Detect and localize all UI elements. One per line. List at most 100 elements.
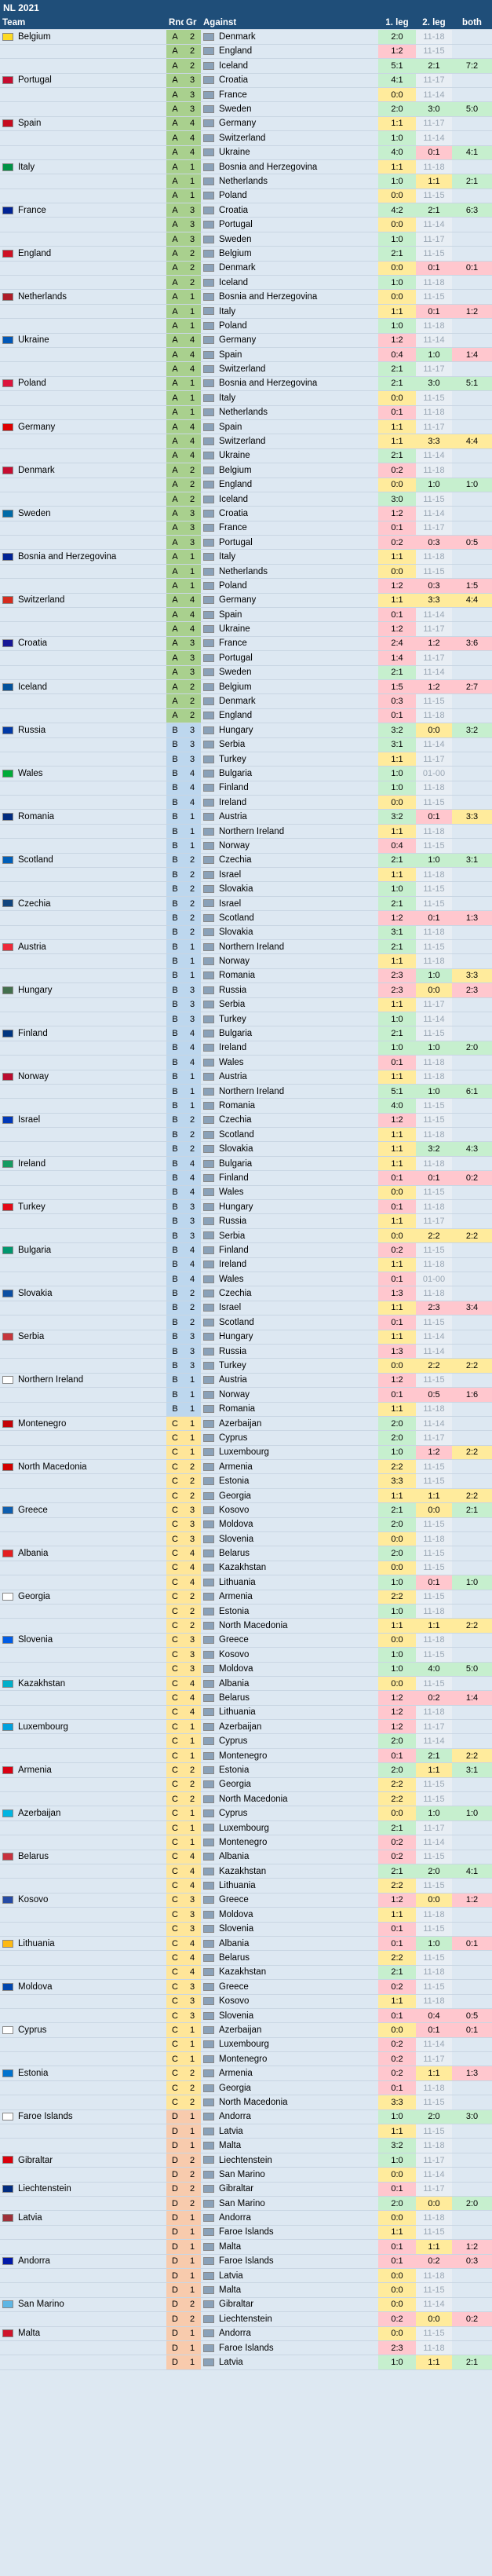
cell-both[interactable]: 3:3	[452, 809, 492, 825]
cell-l2[interactable]: 1:2	[416, 636, 452, 652]
cell-ag[interactable]: Netherlands	[201, 405, 378, 420]
cell-gr[interactable]: 1	[184, 2340, 201, 2356]
cell-ag[interactable]: Moldova	[201, 1662, 378, 1677]
cell-gr[interactable]: 1	[184, 2109, 201, 2125]
cell-team[interactable]	[0, 434, 166, 449]
cell-team[interactable]: Ireland	[0, 1155, 166, 1172]
cell-gr[interactable]: 4	[184, 607, 201, 623]
cell-rnd[interactable]: D	[166, 2109, 184, 2125]
cell-l2[interactable]: 11-15	[416, 693, 452, 709]
cell-rnd[interactable]: A	[166, 361, 184, 377]
cell-rnd[interactable]: C	[166, 1922, 184, 1937]
cell-l2[interactable]: 1:1	[416, 1762, 452, 1778]
cell-l2[interactable]: 11-17	[416, 116, 452, 132]
cell-l1[interactable]: 0:1	[378, 2008, 416, 2024]
cell-l1[interactable]: 1:2	[378, 1893, 416, 1908]
cell-rnd[interactable]: A	[166, 693, 184, 709]
cell-team[interactable]	[0, 1835, 166, 1850]
cell-ag[interactable]: Norway	[201, 1387, 378, 1403]
cell-l2[interactable]: 11-18	[416, 1633, 452, 1648]
cell-both[interactable]: 2:1	[452, 2355, 492, 2370]
cell-both[interactable]	[452, 1950, 492, 1966]
cell-ag[interactable]: Belarus	[201, 1690, 378, 1706]
cell-ag[interactable]: Sweden	[201, 665, 378, 680]
cell-both[interactable]: 2:7	[452, 679, 492, 695]
cell-both[interactable]	[452, 275, 492, 291]
cell-gr[interactable]: 3	[184, 1344, 201, 1359]
cell-rnd[interactable]: B	[166, 723, 184, 738]
cell-ag[interactable]: Denmark	[201, 29, 378, 45]
cell-gr[interactable]: 2	[184, 2182, 201, 2197]
cell-l1[interactable]: 3:1	[378, 925, 416, 941]
cell-ag[interactable]: Scotland	[201, 1315, 378, 1330]
cell-gr[interactable]: 4	[184, 593, 201, 609]
cell-ag[interactable]: Ireland	[201, 1257, 378, 1272]
cell-gr[interactable]: 3	[184, 1979, 201, 1995]
cell-both[interactable]	[452, 1070, 492, 1085]
cell-l1[interactable]: 1:2	[378, 1373, 416, 1389]
cell-l1[interactable]: 0:0	[378, 1185, 416, 1201]
cell-both[interactable]	[452, 795, 492, 810]
cell-ag[interactable]: Lithuania	[201, 1705, 378, 1721]
cell-ag[interactable]: Gibraltar	[201, 2297, 378, 2313]
cell-ag[interactable]: North Macedonia	[201, 1791, 378, 1807]
cell-both[interactable]	[452, 1835, 492, 1850]
cell-gr[interactable]: 1	[184, 405, 201, 420]
cell-both[interactable]	[452, 2340, 492, 2356]
cell-l1[interactable]: 1:2	[378, 578, 416, 594]
cell-both[interactable]	[452, 2326, 492, 2341]
cell-l2[interactable]: 1:1	[416, 174, 452, 189]
cell-ag[interactable]: Austria	[201, 1070, 378, 1085]
cell-rnd[interactable]: C	[166, 1791, 184, 1807]
cell-l2[interactable]: 3:2	[416, 1141, 452, 1157]
cell-rnd[interactable]: B	[166, 968, 184, 984]
cell-team[interactable]	[0, 1705, 166, 1721]
cell-ag[interactable]: Switzerland	[201, 434, 378, 449]
cell-gr[interactable]: 2	[184, 1286, 201, 1301]
cell-gr[interactable]: 2	[184, 2080, 201, 2096]
cell-l2[interactable]: 11-17	[416, 1430, 452, 1446]
cell-ag[interactable]: Serbia	[201, 1228, 378, 1244]
header-rnd[interactable]: Rnd	[166, 16, 184, 31]
cell-rnd[interactable]: B	[166, 925, 184, 941]
cell-team[interactable]	[0, 752, 166, 767]
cell-team[interactable]	[0, 1185, 166, 1201]
cell-l2[interactable]: 11-17	[416, 1820, 452, 1836]
cell-team[interactable]	[0, 1127, 166, 1143]
cell-l1[interactable]: 1:0	[378, 2355, 416, 2370]
cell-gr[interactable]: 1	[184, 2326, 201, 2341]
cell-l2[interactable]: 11-14	[416, 1835, 452, 1850]
cell-l1[interactable]: 0:1	[378, 2182, 416, 2197]
cell-both[interactable]	[452, 953, 492, 969]
cell-rnd[interactable]: A	[166, 621, 184, 637]
cell-both[interactable]: 4:4	[452, 434, 492, 449]
cell-team[interactable]	[0, 1170, 166, 1186]
cell-gr[interactable]: 4	[184, 1561, 201, 1576]
cell-l1[interactable]: 1:2	[378, 910, 416, 926]
cell-ag[interactable]: San Marino	[201, 2167, 378, 2183]
cell-rnd[interactable]: B	[166, 752, 184, 767]
cell-gr[interactable]: 2	[184, 492, 201, 507]
cell-team[interactable]: Greece	[0, 1502, 166, 1518]
cell-team[interactable]: Gibraltar	[0, 2152, 166, 2168]
cell-rnd[interactable]: B	[166, 1228, 184, 1244]
cell-rnd[interactable]: A	[166, 492, 184, 507]
cell-l1[interactable]: 0:0	[378, 188, 416, 204]
cell-l2[interactable]: 2:2	[416, 1228, 452, 1244]
cell-team[interactable]	[0, 1228, 166, 1244]
cell-gr[interactable]: 3	[184, 506, 201, 521]
cell-ag[interactable]: Slovakia	[201, 925, 378, 941]
cell-both[interactable]	[452, 1517, 492, 1533]
cell-team[interactable]	[0, 101, 166, 117]
cell-gr[interactable]: 3	[184, 1907, 201, 1923]
cell-both[interactable]	[452, 1402, 492, 1417]
cell-rnd[interactable]: C	[166, 1820, 184, 1836]
cell-gr[interactable]: 3	[184, 982, 201, 998]
cell-both[interactable]: 3:2	[452, 723, 492, 738]
cell-gr[interactable]: 1	[184, 2124, 201, 2139]
cell-l1[interactable]: 0:0	[378, 87, 416, 103]
cell-both[interactable]: 1:6	[452, 1387, 492, 1403]
cell-l2[interactable]: 0:0	[416, 2196, 452, 2212]
cell-ag[interactable]: Azerbaijan	[201, 1719, 378, 1735]
cell-gr[interactable]: 4	[184, 1575, 201, 1590]
